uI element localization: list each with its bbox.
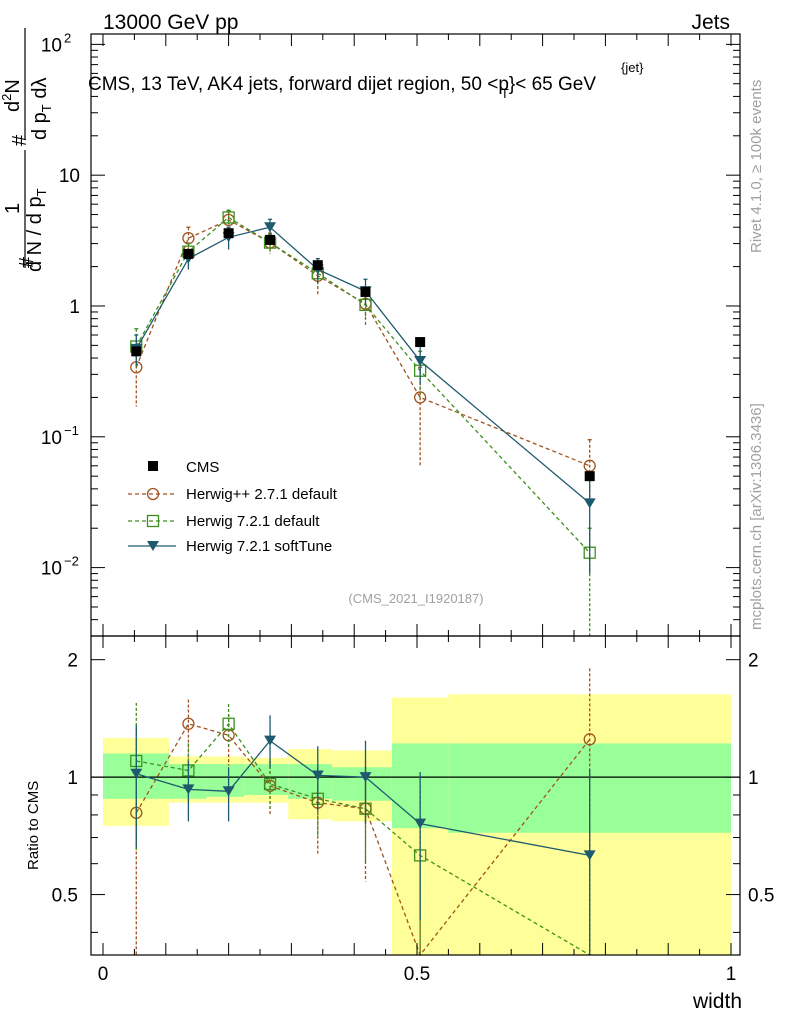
plot-title: CMS, 13 TeV, AK4 jets, forward dijet reg…: [88, 74, 596, 101]
legend-marker-cms: [148, 461, 158, 471]
ylabel-denominator-2: d pT dλ: [29, 78, 54, 140]
marker-h721s: [359, 772, 372, 783]
cms-data-point: [360, 286, 371, 297]
upper-y-tick-label: 10: [41, 428, 62, 449]
upper-ylabel: # 1 d N / d pT # d2N d pT dλ: [0, 28, 54, 272]
upper-y-tick-exponent: −2: [64, 554, 79, 569]
ratio-band-inner: [206, 764, 245, 797]
lower-y-tick-label-right: 1: [748, 768, 759, 789]
marker-h721s: [414, 818, 427, 829]
marker-h721s: [583, 850, 596, 861]
legend-label-h721: Herwig 7.2.1 default: [186, 513, 320, 530]
marker-h721s: [222, 786, 235, 797]
marker-h721: [222, 211, 235, 224]
legend-label-hpp: Herwig++ 2.7.1 default: [186, 486, 338, 503]
marker-h721: [263, 777, 277, 791]
series-line-h721s: [135, 226, 591, 504]
upper-y-tick-label: 10: [59, 166, 80, 187]
marker-h721s: [264, 222, 277, 233]
ylabel-hash-2: #: [9, 134, 31, 146]
upper-y-tick-exponent: 2: [64, 30, 71, 45]
legend-label-cms: CMS: [186, 459, 219, 476]
ylabel-hash-1: #: [16, 256, 38, 268]
series-line-h721: [135, 216, 591, 554]
marker-h721s: [414, 355, 427, 366]
xlabel: width: [692, 990, 742, 1013]
upper-y-tick-label: 10: [41, 559, 62, 580]
mcplots-label: mcplots.cern.ch [arXiv:1306.3436]: [748, 403, 765, 630]
x-tick-label: 0: [98, 964, 109, 985]
plot-title-superscript: {jet}: [621, 60, 644, 75]
upper-y-tick-label: 1: [69, 297, 80, 318]
ratio-line-h721: [136, 722, 591, 956]
lower-frame: [90, 635, 741, 956]
cms-data-point: [584, 471, 595, 482]
cms-data-point: [312, 260, 323, 271]
legend-label-h721s: Herwig 7.2.1 softTune: [186, 538, 332, 555]
marker-h721s: [130, 768, 143, 779]
cms-data-point: [131, 346, 142, 357]
marker-h721s: [311, 770, 324, 781]
cms-data-point: [183, 248, 194, 259]
ylabel-numerator-2: d2N: [0, 79, 24, 112]
ratio-line-h721s: [136, 739, 590, 857]
lower-panel: [91, 694, 740, 955]
x-tick-label: 1: [726, 964, 737, 985]
lower-y-tick-label: 1: [67, 768, 78, 789]
ylabel-denominator-1: d N / d pT: [24, 188, 49, 272]
marker-h721: [222, 717, 235, 730]
lower-y-tick-label: 2: [67, 651, 78, 672]
x-tick-label: 0.5: [404, 964, 430, 985]
cms-data-point: [223, 228, 234, 239]
analysis-id: (CMS_2021_I1920187): [348, 591, 483, 606]
lower-y-tick-label-right: 0.5: [748, 886, 774, 907]
energy-label: 13000 GeV pp: [103, 11, 238, 34]
lower-y-tick-label-right: 2: [748, 651, 759, 672]
legend-marker-h721: [146, 514, 160, 528]
marker-h721s: [182, 784, 195, 795]
marker-hpp: [583, 733, 596, 746]
legend-marker-h721s: [147, 541, 159, 551]
lower-y-tick-label: 0.5: [52, 886, 78, 907]
legend-marker-hpp: [146, 487, 160, 501]
upper-y-tick-label: 10: [41, 35, 62, 56]
upper-y-tick-exponent: −1: [64, 423, 79, 438]
process-label: Jets: [691, 11, 730, 34]
series-line-hpp: [135, 219, 590, 467]
rivet-label: Rivet 4.1.0, ≥ 100k events: [748, 80, 765, 253]
legend: CMS Herwig++ 2.7.1 default Herwig 7.2.1 …: [128, 459, 338, 555]
marker-h721s: [583, 498, 596, 509]
cms-data-point: [265, 234, 276, 245]
cms-data-point: [415, 337, 426, 348]
ylabel-numerator-1: 1: [2, 203, 24, 214]
marker-h721s: [264, 735, 277, 746]
marker-hpp: [182, 717, 195, 730]
lower-ylabel: Ratio to CMS: [25, 781, 42, 870]
